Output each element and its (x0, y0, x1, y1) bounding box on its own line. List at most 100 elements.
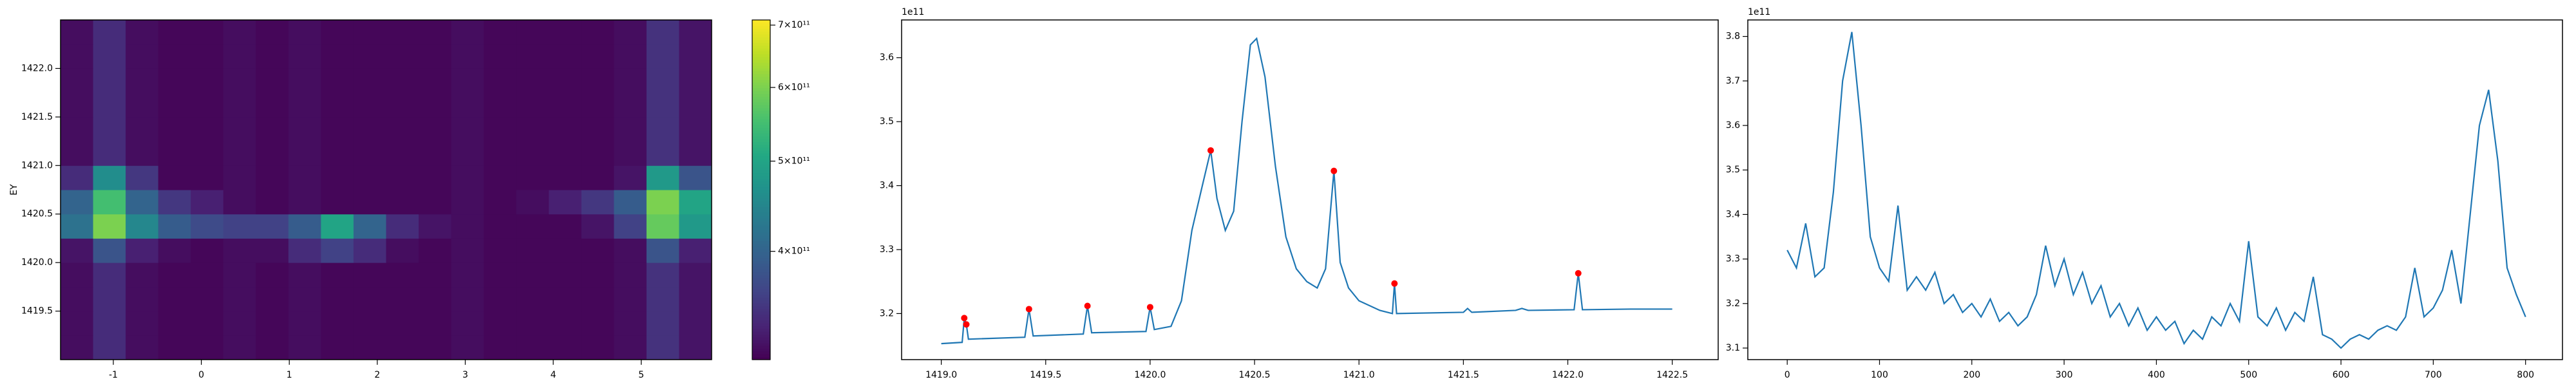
heatmap-cell (223, 165, 256, 190)
heatmap-cell (419, 68, 452, 93)
heatmap-cell (353, 286, 386, 312)
x-tick-label: 1421.5 (1448, 370, 1479, 380)
heatmap-cell (581, 262, 614, 288)
heatmap-cell (484, 262, 517, 288)
heatmap-cell (581, 335, 614, 360)
y-tick-label: 1421.5 (21, 112, 53, 122)
heatmap-cell (646, 116, 679, 142)
colorbar-swatch (752, 317, 770, 320)
heatmap-cell (321, 214, 354, 239)
colorbar-swatch (752, 116, 770, 120)
colorbar-swatch (752, 119, 770, 122)
heatmap-cell (386, 262, 419, 288)
y-tick-label: 1421.0 (21, 160, 53, 170)
heatmap-cell (288, 311, 321, 336)
heatmap-cell (223, 44, 256, 69)
heatmap-cell (484, 311, 517, 336)
heatmap-cell (158, 44, 191, 69)
heatmap-cell (614, 44, 647, 69)
colorbar-swatch (752, 158, 770, 162)
heatmap-cell (549, 93, 582, 118)
colorbar-swatch (752, 306, 770, 309)
heatmap-cell (353, 20, 386, 45)
heatmap-cell (126, 286, 159, 312)
heatmap-cell (451, 141, 484, 166)
heatmap-cell (679, 116, 712, 142)
heatmap-cell (93, 68, 126, 93)
x-tick-label: 1422.0 (1552, 370, 1584, 380)
colorbar-swatch (752, 229, 770, 233)
colorbar-swatch (752, 68, 770, 71)
heatmap-cell (549, 141, 582, 166)
heatmap-cell (223, 335, 256, 360)
heatmap-cell (679, 190, 712, 215)
heatmap-cell (581, 44, 614, 69)
colorbar-swatch (752, 77, 770, 80)
heatmap-cell (93, 165, 126, 190)
heatmap-cell (549, 165, 582, 190)
x-tick-label: 4 (551, 370, 556, 380)
heatmap-cell (126, 68, 159, 93)
heatmap-cell (126, 311, 159, 336)
heatmap-cell (386, 116, 419, 142)
heatmap-cell (191, 262, 224, 288)
heatmap-cell (191, 165, 224, 190)
colorbar-swatch (752, 215, 770, 219)
peak-marker (963, 321, 970, 328)
colorbar-swatch (752, 192, 770, 196)
colorbar-swatch (752, 79, 770, 83)
colorbar-swatch (752, 226, 770, 230)
colorbar-swatch (752, 212, 770, 216)
colorbar-swatch (752, 275, 770, 278)
heatmap-cell (191, 286, 224, 312)
y-offset-label: 1e11 (902, 7, 924, 17)
colorbar-swatch (752, 184, 770, 188)
heatmap-cell (419, 238, 452, 263)
heatmap-cell (93, 286, 126, 312)
colorbar-swatch (752, 286, 770, 290)
y-tick-label: 3.3 (1726, 254, 1740, 264)
colorbar-swatch (752, 246, 770, 250)
colorbar-swatch (752, 255, 770, 259)
colorbar-swatch (752, 59, 770, 63)
colorbar-swatch (752, 82, 770, 86)
y-tick-label: 3.5 (1726, 165, 1740, 175)
heatmap-cell (353, 165, 386, 190)
heatmap-cell (321, 262, 354, 288)
heatmap-cell (288, 44, 321, 69)
heatmap-cell (93, 238, 126, 263)
y-tick-label: 3.6 (880, 53, 894, 63)
heatmap-cell (516, 20, 549, 45)
colorbar-swatch (752, 261, 770, 264)
heatmap-cell (158, 68, 191, 93)
heatmap-cell (126, 335, 159, 360)
heatmap-cell (321, 141, 354, 166)
x-tick-label: 1421.0 (1343, 370, 1375, 380)
colorbar-swatch (752, 326, 770, 329)
colorbar-swatch (752, 96, 770, 100)
heatmap-cell (93, 93, 126, 118)
heatmap-cell (451, 116, 484, 142)
heatmap-cell (158, 238, 191, 263)
colorbar-swatch (752, 71, 770, 75)
heatmap-cell (191, 238, 224, 263)
colorbar-swatch (752, 249, 770, 253)
colorbar-swatch (752, 283, 770, 287)
heatmap-cell (679, 165, 712, 190)
heatmap-cell (484, 68, 517, 93)
heatmap-cell (321, 238, 354, 263)
heatmap-cell (321, 165, 354, 190)
heatmap-cell (223, 68, 256, 93)
heatmap-cell (61, 141, 94, 166)
colorbar-swatch (752, 223, 770, 227)
heatmap-cell (516, 214, 549, 239)
colorbar-swatch (752, 73, 770, 77)
colorbar-swatch (752, 266, 770, 270)
colorbar-swatch (752, 300, 770, 304)
x-tick-label: 0 (198, 370, 204, 380)
heatmap-cell (321, 190, 354, 215)
colorbar-swatch (752, 187, 770, 190)
heatmap-cell (61, 238, 94, 263)
heatmap-cell (321, 335, 354, 360)
